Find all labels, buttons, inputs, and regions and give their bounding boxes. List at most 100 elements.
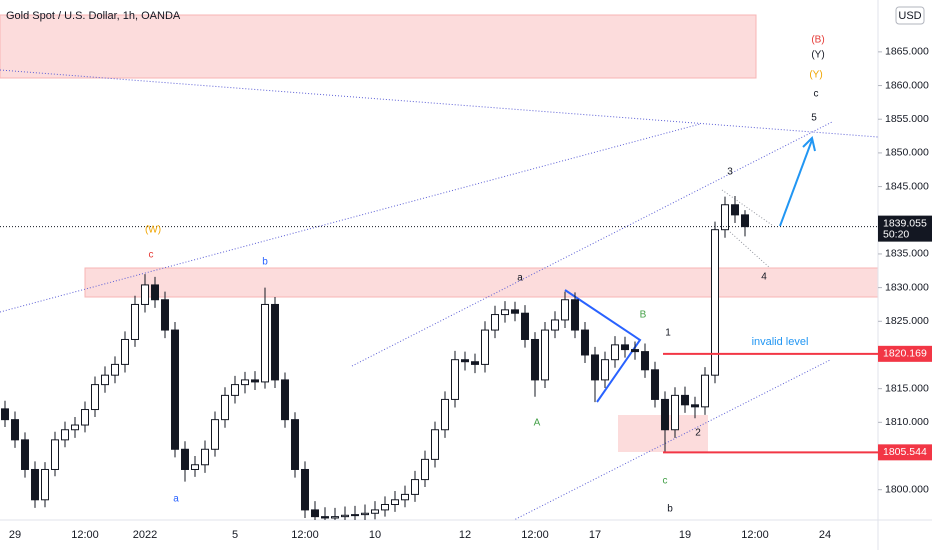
- wave-label: (Y): [811, 50, 824, 61]
- triangle: [564, 289, 642, 403]
- candle-body: [251, 379, 259, 383]
- wave-label: 3: [727, 167, 733, 178]
- candle-body: [581, 329, 589, 356]
- x-tick-label: 17: [589, 529, 601, 541]
- wave-label: c: [663, 476, 668, 487]
- x-tick-label: 12:00: [71, 529, 99, 541]
- candle-body: [1, 408, 9, 421]
- wave-label: c: [814, 89, 819, 100]
- candle-body: [681, 394, 689, 406]
- candle-body: [121, 338, 129, 365]
- candle-body: [471, 361, 479, 365]
- y-tick-label: 1825.000: [885, 315, 929, 327]
- candle-body: [71, 424, 79, 431]
- x-tick-label: 2022: [133, 529, 157, 541]
- x-tick-label: 12:00: [291, 529, 319, 541]
- candle-body: [651, 369, 659, 400]
- candle-body: [21, 439, 29, 470]
- x-tick-label: 10: [369, 529, 381, 541]
- level-label: 1805.544: [883, 446, 927, 458]
- candle-body: [411, 479, 419, 495]
- candle-body: [601, 359, 609, 381]
- level-label: 1820.169: [883, 348, 927, 360]
- candle-body: [441, 398, 449, 431]
- x-tick-label: 12: [459, 529, 471, 541]
- level-badge: [878, 444, 932, 461]
- candle-body: [351, 514, 359, 517]
- x-tick-label: 29: [9, 529, 21, 541]
- wave-label: a: [173, 494, 179, 505]
- y-tick-label: 1830.000: [885, 281, 929, 293]
- candle-body: [521, 312, 529, 340]
- last-price-label: 1839.055: [883, 217, 927, 229]
- candle-body: [371, 509, 379, 514]
- wave-label: a: [517, 273, 523, 284]
- candle-body: [431, 429, 439, 460]
- candle-body: [571, 299, 579, 331]
- drawings: [0, 14, 878, 520]
- candle-body: [211, 419, 219, 450]
- candle-body: [741, 214, 749, 228]
- y-tick-label: 1815.000: [885, 382, 929, 394]
- candle-body: [531, 338, 539, 381]
- x-tick-label: 12:00: [521, 529, 549, 541]
- countdown: 50:20: [883, 228, 909, 240]
- y-tick-label: 1810.000: [885, 416, 929, 428]
- y-tick-label: 1855.000: [885, 113, 929, 125]
- series: [1, 196, 749, 520]
- candle-body: [461, 359, 469, 363]
- candle-body: [621, 344, 629, 351]
- candle-body: [551, 319, 559, 331]
- trend-line: [729, 231, 771, 269]
- candle-body: [711, 229, 719, 376]
- trend-line: [351, 121, 833, 367]
- candle-body: [191, 464, 199, 470]
- x-tick-label: 24: [819, 529, 831, 541]
- wave-label: (W): [145, 225, 161, 236]
- y-tick-label: 1860.000: [885, 79, 929, 91]
- level-badge: [878, 345, 932, 362]
- candle-body: [41, 468, 49, 501]
- wave-label: 2: [695, 428, 701, 439]
- candle-body: [511, 309, 519, 314]
- candle-body: [391, 499, 399, 506]
- y-tick-label: 1845.000: [885, 180, 929, 192]
- candle-body: [181, 448, 189, 470]
- candle-body: [421, 458, 429, 481]
- candle-body: [381, 504, 389, 511]
- wave-label: B: [640, 310, 647, 321]
- candle-body: [341, 514, 349, 518]
- candle-body: [661, 398, 669, 431]
- candle-body: [451, 359, 459, 400]
- candle-body: [321, 516, 329, 519]
- candle-body: [731, 204, 739, 216]
- wave-label: (Y): [809, 70, 822, 81]
- candle-body: [31, 468, 39, 501]
- currency-badge[interactable]: [895, 6, 925, 25]
- candle-body: [671, 394, 679, 431]
- candle-body: [291, 419, 299, 470]
- arrow: [779, 139, 813, 227]
- wave-label: c: [149, 250, 154, 261]
- zone: [84, 267, 878, 298]
- candle-body: [51, 439, 59, 470]
- trend-line: [0, 123, 701, 313]
- candle-body: [501, 309, 509, 316]
- y-tick-label: 1850.000: [885, 147, 929, 159]
- x-tick-label: 19: [679, 529, 691, 541]
- wave-label: (B): [811, 35, 824, 46]
- x-tick-label: 5: [232, 529, 238, 541]
- candle-body: [401, 493, 409, 501]
- wave-label: b: [262, 257, 268, 268]
- candle-body: [281, 379, 289, 421]
- candle-body: [591, 354, 599, 381]
- candle-body: [231, 384, 239, 396]
- chart-title: Gold Spot / U.S. Dollar, 1h, OANDA: [6, 10, 181, 22]
- trend-line: [721, 189, 773, 226]
- wave-label: invalid level: [752, 336, 809, 348]
- candle-body: [261, 303, 269, 383]
- wave-label: A: [534, 418, 541, 429]
- candle-body: [361, 512, 369, 516]
- wave-label: 1: [665, 328, 671, 339]
